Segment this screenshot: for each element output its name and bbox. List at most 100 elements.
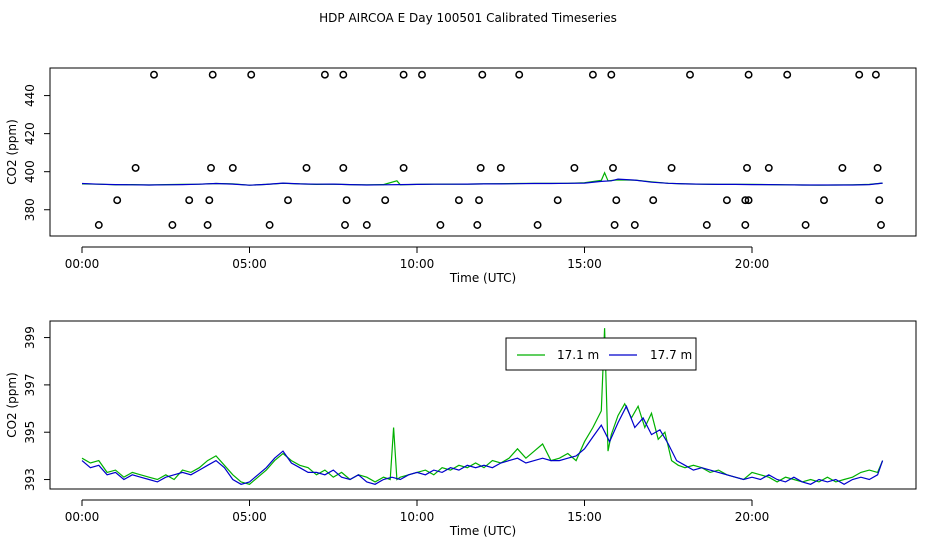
top-calibration-point [871,70,880,79]
top-calibration-point [205,196,214,205]
top-calibration-point [399,70,408,79]
top-calibration-point [612,196,621,205]
top-calibration-point [741,221,750,229]
top-y-tick-label: 420 [23,122,37,145]
top-calibration-point [284,196,292,205]
top-calibration-point [339,163,348,172]
top-calibration-point [553,196,562,205]
top-calibration-points [94,70,885,229]
top-calibration-point [667,163,676,172]
top-calibration-point [362,221,371,229]
top-calibration-point [436,221,445,229]
top-calibration-point [475,196,483,205]
top-calibration-point [630,221,639,229]
bottom-y-tick-label: 397 [23,373,37,396]
figure-title: HDP AIRCOA E Day 100501 Calibrated Times… [319,11,617,25]
bottom-y-tick-label: 395 [23,421,37,444]
top-panel: 00:00 05:00 10:00 15:00 20:00 380 400 420 440 T… [5,67,917,285]
top-calibration-point [570,163,579,172]
top-x-axis-label: Time (UTC) [449,271,516,285]
bottom-series-lines [81,328,884,485]
bottom-y-axis: 393 395 397 399 [23,326,51,491]
top-calibration-point [473,221,482,229]
bottom-x-tick-label: 00:00 [65,510,100,524]
top-calibration-point [741,196,750,205]
top-calibration-point [744,196,753,205]
bottom-y-tick-label: 393 [23,468,37,491]
top-y-tick-label: 400 [23,160,37,183]
top-calibration-point [764,163,773,172]
top-calibration-point [342,196,351,205]
bottom-series-line-1 [81,404,884,485]
top-y-tick-label: 380 [23,198,37,221]
top-calibration-point [454,196,463,205]
top-calibration-point [801,221,810,229]
top-calibration-point [478,70,487,79]
top-calibration-point [743,163,751,172]
top-calibration-point [515,70,524,79]
top-calibration-point [339,70,348,79]
bottom-y-tick-label: 399 [23,326,37,349]
top-calibration-point [418,70,426,79]
legend: 17.1 m 17.7 m [505,337,697,371]
top-calibration-point [185,196,194,205]
top-calibration-point [207,163,215,172]
bottom-x-tick-label: 05:00 [232,510,267,524]
top-calibration-point [783,70,792,79]
top-calibration-point [203,221,212,229]
bottom-x-axis: 00:00 05:00 10:00 15:00 20:00 [65,499,770,524]
bottom-x-tick-label: 15:00 [567,510,602,524]
bottom-panel: 00:00 05:00 10:00 15:00 20:00 393 395 397 399 T… [5,320,917,538]
top-calibration-point [131,163,140,172]
top-calibration-point [496,163,505,172]
top-calibration-point [265,221,274,229]
bottom-x-tick-label: 10:00 [400,510,435,524]
top-calibration-point [399,163,408,172]
top-calibration-point [94,221,103,229]
top-x-axis: 00:00 05:00 10:00 15:00 20:00 [65,246,770,271]
legend-label-17-7m: 17.7 m [650,348,692,362]
top-calibration-point [820,196,828,205]
top-plot-frame [49,67,917,237]
top-calibration-point [341,221,349,229]
top-calibration-point [855,70,864,79]
top-calibration-point [247,70,256,79]
top-calibration-point [228,163,237,172]
top-x-tick-label: 10:00 [400,257,435,271]
top-calibration-point [476,163,485,172]
top-calibration-point [875,196,884,205]
legend-box [505,337,697,371]
top-calibration-point [649,196,658,205]
top-series-line-1 [81,178,883,186]
top-series-lines [81,171,883,186]
top-y-tick-label: 440 [23,84,37,107]
top-calibration-point [150,70,158,79]
top-calibration-point [702,221,711,229]
legend-label-17-1m: 17.1 m [557,348,599,362]
top-calibration-point [607,70,616,79]
top-x-tick-label: 05:00 [232,257,267,271]
top-calibration-point [873,163,882,172]
top-calibration-point [838,163,847,172]
bottom-x-axis-label: Time (UTC) [449,524,516,538]
top-calibration-point [533,221,542,229]
top-calibration-point [302,163,311,172]
top-calibration-point [588,70,597,79]
top-calibration-point [744,70,753,79]
top-x-tick-label: 15:00 [567,257,602,271]
bottom-y-axis-label: CO2 (ppm) [5,372,19,438]
top-y-axis-label: CO2 (ppm) [5,119,19,185]
bottom-x-tick-label: 20:00 [735,510,770,524]
top-calibration-point [686,70,694,79]
top-x-tick-label: 00:00 [65,257,100,271]
top-calibration-point [208,70,217,79]
top-calibration-point [320,70,329,79]
top-calibration-point [381,196,390,205]
top-calibration-point [610,221,619,229]
top-y-axis: 380 400 420 440 [23,84,51,221]
top-calibration-point [168,221,177,229]
bottom-plot-frame [49,320,917,490]
top-x-tick-label: 20:00 [735,257,770,271]
top-calibration-point [113,196,122,205]
